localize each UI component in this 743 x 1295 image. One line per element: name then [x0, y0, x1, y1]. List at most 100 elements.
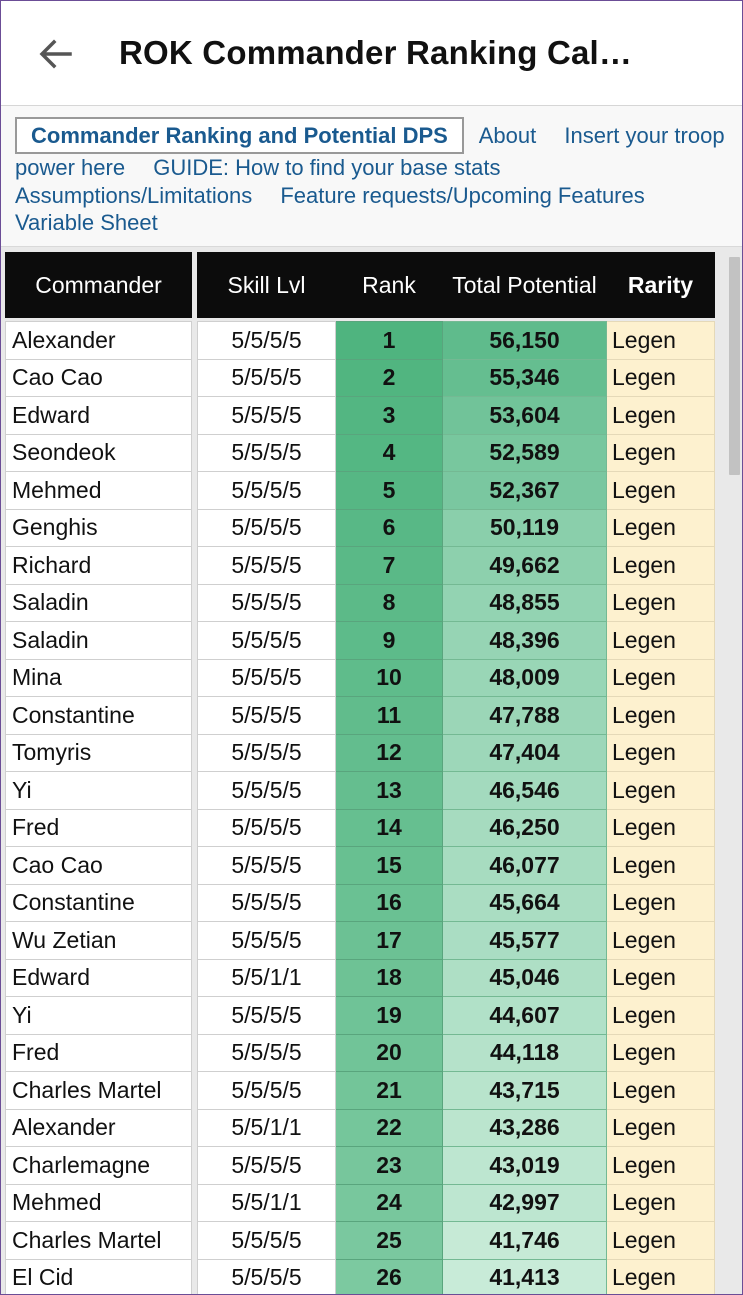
total-potential-cell[interactable]: 47,788 [442, 696, 607, 735]
rank-cell[interactable]: 3 [335, 396, 443, 435]
tab-insert-troop-power[interactable]: Insert your troop power here [15, 123, 725, 180]
rarity-cell[interactable]: Legen [606, 696, 715, 735]
total-potential-cell[interactable]: 46,250 [442, 808, 607, 847]
commander-cell[interactable]: El Cid [5, 1258, 192, 1294]
rarity-cell[interactable]: Legen [606, 846, 715, 885]
rank-cell[interactable]: 7 [335, 546, 443, 585]
rarity-cell[interactable]: Legen [606, 808, 715, 847]
total-potential-cell[interactable]: 48,009 [442, 658, 607, 697]
rarity-cell[interactable]: Legen [606, 958, 715, 997]
rarity-cell[interactable]: Legen [606, 471, 715, 510]
commander-cell[interactable]: Mehmed [5, 471, 192, 510]
skill-lvl-cell[interactable]: 5/5/5/5 [197, 658, 336, 697]
tab-variable-sheet[interactable]: Variable Sheet [15, 210, 158, 235]
skill-lvl-cell[interactable]: 5/5/5/5 [197, 1258, 336, 1294]
commander-cell[interactable]: Richard [5, 546, 192, 585]
commander-cell[interactable]: Edward [5, 396, 192, 435]
rank-cell[interactable]: 13 [335, 771, 443, 810]
commander-cell[interactable]: Charles Martel [5, 1071, 192, 1110]
total-potential-cell[interactable]: 49,662 [442, 546, 607, 585]
rarity-cell[interactable]: Legen [606, 1146, 715, 1185]
rank-cell[interactable]: 12 [335, 733, 443, 772]
header-rank[interactable]: Rank [335, 252, 443, 318]
tab-commander-ranking[interactable]: Commander Ranking and Potential DPS [15, 117, 464, 154]
rank-cell[interactable]: 25 [335, 1221, 443, 1260]
skill-lvl-cell[interactable]: 5/5/5/5 [197, 1146, 336, 1185]
commander-cell[interactable]: Edward [5, 958, 192, 997]
total-potential-cell[interactable]: 46,077 [442, 846, 607, 885]
commander-cell[interactable]: Mina [5, 658, 192, 697]
skill-lvl-cell[interactable]: 5/5/1/1 [197, 1108, 336, 1147]
skill-lvl-cell[interactable]: 5/5/5/5 [197, 583, 336, 622]
header-skill-lvl[interactable]: Skill Lvl [197, 252, 336, 318]
skill-lvl-cell[interactable]: 5/5/1/1 [197, 958, 336, 997]
skill-lvl-cell[interactable]: 5/5/5/5 [197, 883, 336, 922]
skill-lvl-cell[interactable]: 5/5/5/5 [197, 396, 336, 435]
rarity-cell[interactable]: Legen [606, 433, 715, 472]
skill-lvl-cell[interactable]: 5/5/1/1 [197, 1183, 336, 1222]
rank-cell[interactable]: 6 [335, 508, 443, 547]
commander-cell[interactable]: Tomyris [5, 733, 192, 772]
total-potential-cell[interactable]: 44,607 [442, 996, 607, 1035]
total-potential-cell[interactable]: 45,046 [442, 958, 607, 997]
skill-lvl-cell[interactable]: 5/5/5/5 [197, 471, 336, 510]
rarity-cell[interactable]: Legen [606, 583, 715, 622]
skill-lvl-cell[interactable]: 5/5/5/5 [197, 921, 336, 960]
rank-cell[interactable]: 24 [335, 1183, 443, 1222]
commander-cell[interactable]: Constantine [5, 696, 192, 735]
commander-cell[interactable]: Yi [5, 996, 192, 1035]
rank-cell[interactable]: 17 [335, 921, 443, 960]
header-total-potential[interactable]: Total Potential [442, 252, 607, 318]
commander-cell[interactable]: Mehmed [5, 1183, 192, 1222]
total-potential-cell[interactable]: 41,746 [442, 1221, 607, 1260]
rank-cell[interactable]: 20 [335, 1033, 443, 1072]
rank-cell[interactable]: 21 [335, 1071, 443, 1110]
rarity-cell[interactable]: Legen [606, 1108, 715, 1147]
total-potential-cell[interactable]: 48,855 [442, 583, 607, 622]
total-potential-cell[interactable]: 55,346 [442, 358, 607, 397]
commander-cell[interactable]: Genghis [5, 508, 192, 547]
total-potential-cell[interactable]: 46,546 [442, 771, 607, 810]
total-potential-cell[interactable]: 43,286 [442, 1108, 607, 1147]
commander-cell[interactable]: Saladin [5, 583, 192, 622]
skill-lvl-cell[interactable]: 5/5/5/5 [197, 996, 336, 1035]
rarity-cell[interactable]: Legen [606, 733, 715, 772]
skill-lvl-cell[interactable]: 5/5/5/5 [197, 1221, 336, 1260]
rank-cell[interactable]: 18 [335, 958, 443, 997]
skill-lvl-cell[interactable]: 5/5/5/5 [197, 1033, 336, 1072]
tab-about[interactable]: About [478, 123, 537, 148]
commander-cell[interactable]: Alexander [5, 1108, 192, 1147]
skill-lvl-cell[interactable]: 5/5/5/5 [197, 1071, 336, 1110]
rank-cell[interactable]: 23 [335, 1146, 443, 1185]
skill-lvl-cell[interactable]: 5/5/5/5 [197, 358, 336, 397]
skill-lvl-cell[interactable]: 5/5/5/5 [197, 546, 336, 585]
skill-lvl-cell[interactable]: 5/5/5/5 [197, 508, 336, 547]
skill-lvl-cell[interactable]: 5/5/5/5 [197, 733, 336, 772]
total-potential-cell[interactable]: 43,019 [442, 1146, 607, 1185]
rarity-cell[interactable]: Legen [606, 921, 715, 960]
total-potential-cell[interactable]: 43,715 [442, 1071, 607, 1110]
total-potential-cell[interactable]: 45,664 [442, 883, 607, 922]
rarity-cell[interactable]: Legen [606, 1258, 715, 1294]
back-button[interactable] [35, 37, 75, 71]
commander-cell[interactable]: Saladin [5, 621, 192, 660]
skill-lvl-cell[interactable]: 5/5/5/5 [197, 808, 336, 847]
commander-cell[interactable]: Cao Cao [5, 846, 192, 885]
commander-cell[interactable]: Seondeok [5, 433, 192, 472]
total-potential-cell[interactable]: 45,577 [442, 921, 607, 960]
total-potential-cell[interactable]: 44,118 [442, 1033, 607, 1072]
commander-cell[interactable]: Yi [5, 771, 192, 810]
rarity-cell[interactable]: Legen [606, 321, 715, 360]
rarity-cell[interactable]: Legen [606, 658, 715, 697]
total-potential-cell[interactable]: 56,150 [442, 321, 607, 360]
rarity-cell[interactable]: Legen [606, 396, 715, 435]
rank-cell[interactable]: 22 [335, 1108, 443, 1147]
rank-cell[interactable]: 15 [335, 846, 443, 885]
tab-guide[interactable]: GUIDE: How to find your base stats [153, 155, 501, 180]
skill-lvl-cell[interactable]: 5/5/5/5 [197, 771, 336, 810]
rank-cell[interactable]: 26 [335, 1258, 443, 1294]
skill-lvl-cell[interactable]: 5/5/5/5 [197, 696, 336, 735]
commander-cell[interactable]: Constantine [5, 883, 192, 922]
commander-cell[interactable]: Wu Zetian [5, 921, 192, 960]
skill-lvl-cell[interactable]: 5/5/5/5 [197, 433, 336, 472]
